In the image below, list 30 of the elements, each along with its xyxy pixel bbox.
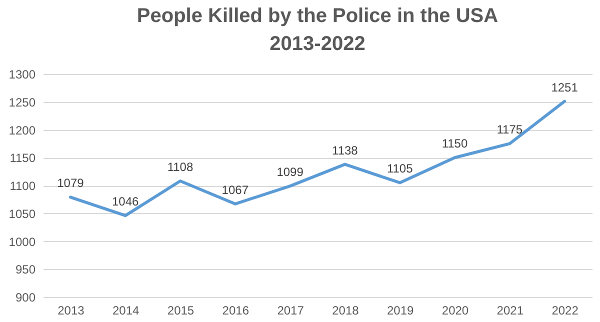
data-label: 1067 — [222, 182, 249, 197]
data-label: 1099 — [276, 165, 304, 180]
data-label: 1108 — [167, 160, 194, 174]
y-tick-label: 1000 — [8, 234, 36, 249]
data-label: 1251 — [551, 80, 578, 94]
y-tick-label: 950 — [15, 262, 36, 277]
y-tick-label: 1150 — [10, 151, 36, 166]
y-tick-label: 1300 — [8, 68, 36, 82]
data-label: 1138 — [332, 143, 358, 158]
x-tick-label: 2022 — [552, 304, 579, 318]
y-tick-label: 1100 — [10, 179, 36, 193]
data-label: 1079 — [57, 176, 84, 190]
x-tick-label: 2019 — [387, 304, 414, 318]
y-tick-label: 1250 — [8, 95, 36, 110]
data-label: 1046 — [112, 194, 140, 209]
data-label: 1175 — [496, 122, 523, 137]
data-label: 1150 — [442, 136, 468, 151]
x-tick-label: 2017 — [277, 304, 304, 318]
x-tick-label: 2021 — [496, 304, 524, 318]
y-tick-label: 1200 — [8, 123, 36, 138]
y-tick-label: 1050 — [8, 206, 36, 221]
chart-title: People Killed by the Police in the USA 2013-2022 — [136, 5, 498, 55]
x-tick-label: 2020 — [442, 304, 469, 318]
x-tick-label: 2014 — [112, 304, 140, 318]
x-tick-label: 2015 — [167, 304, 194, 318]
x-tick-label: 2013 — [58, 304, 85, 318]
data-label: 1105 — [386, 162, 414, 176]
x-tick-label: 2018 — [332, 304, 360, 318]
y-tick-label: 900 — [15, 290, 36, 304]
x-tick-label: 2016 — [222, 304, 250, 318]
